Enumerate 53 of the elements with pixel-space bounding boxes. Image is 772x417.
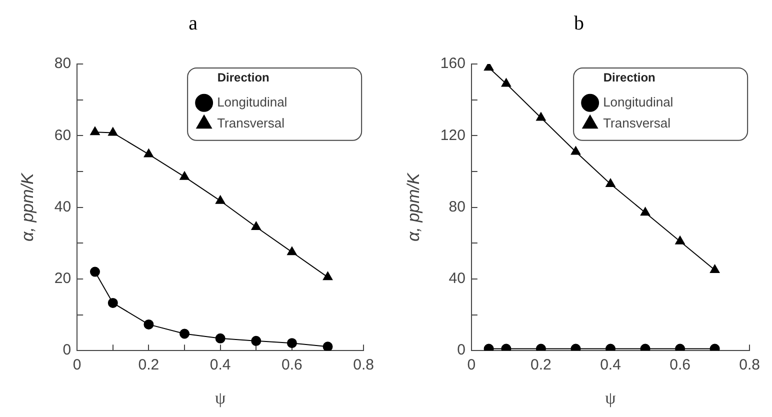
y-tick-label: 20 <box>54 270 72 288</box>
legend-label: Transversal <box>217 115 285 130</box>
point <box>287 246 297 256</box>
y-tick-label: 80 <box>54 55 72 72</box>
y-tick-label: 160 <box>440 55 466 72</box>
x-tick-label: 0.2 <box>138 356 160 374</box>
y-tick-label: 80 <box>448 198 466 216</box>
legend-label: Transversal <box>603 115 671 130</box>
x-axis-title: ψ <box>215 388 226 408</box>
point <box>180 171 190 180</box>
point <box>675 236 685 244</box>
legend-label: Longitudinal <box>603 94 674 110</box>
x-axis-title: ψ <box>605 388 616 408</box>
x-tick-label: 0.6 <box>282 356 302 374</box>
x-tick-label: 0.4 <box>600 356 621 374</box>
point <box>216 195 226 204</box>
y-axis-title: α, ppm/K <box>404 172 423 242</box>
x-tick-label: 0.4 <box>210 356 231 374</box>
legend-title: Direction <box>217 70 270 84</box>
y-tick-label: 0 <box>457 342 466 359</box>
chart-title: b <box>574 12 584 34</box>
x-tick-label: 0.8 <box>739 356 760 374</box>
point <box>322 272 333 280</box>
x-tick-label: 0.6 <box>670 356 690 374</box>
y-axis-title: α, ppm/K <box>18 172 37 242</box>
point <box>501 78 512 87</box>
point <box>710 264 720 273</box>
point <box>570 146 581 155</box>
point <box>144 148 154 158</box>
point <box>322 342 333 351</box>
y-tick-label: 0 <box>62 342 72 359</box>
point <box>640 207 650 216</box>
point <box>180 328 190 339</box>
y-tick-label: 60 <box>54 126 72 144</box>
y-tick-label: 40 <box>448 270 466 288</box>
y-tick-label: 40 <box>54 198 72 216</box>
x-tick-label: 0.8 <box>353 356 374 374</box>
chart-title: a <box>188 12 198 34</box>
legend-title: Direction <box>603 70 656 84</box>
y-tick-label: 120 <box>440 126 466 144</box>
point <box>215 333 226 344</box>
point <box>108 127 118 136</box>
point <box>286 338 297 348</box>
point <box>108 298 118 308</box>
point <box>251 222 261 230</box>
x-tick-label: 0.2 <box>530 356 552 374</box>
point <box>606 178 616 188</box>
point <box>90 266 100 277</box>
legend-label: Longitudinal <box>217 94 288 110</box>
point <box>90 126 100 136</box>
point <box>251 336 262 346</box>
point <box>536 112 546 121</box>
point <box>144 319 154 330</box>
